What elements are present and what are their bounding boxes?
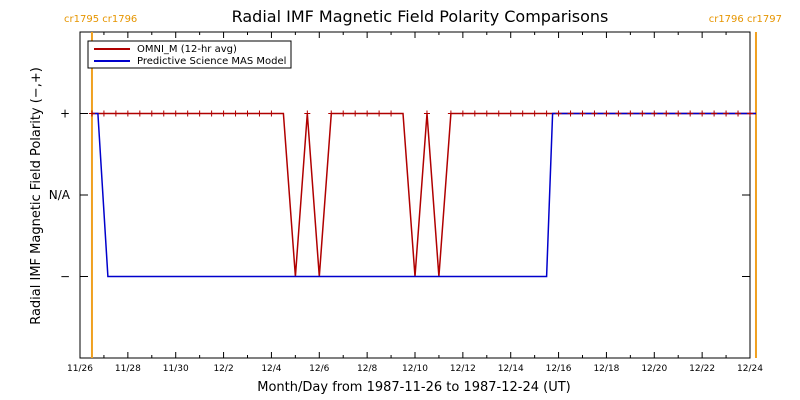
x-tick-label: 12/2 <box>213 364 233 374</box>
omni-data-point <box>340 110 347 117</box>
omni-data-point <box>471 110 478 117</box>
x-tick-label: 12/12 <box>450 364 476 374</box>
omni-data-point <box>388 110 395 117</box>
omni-data-point <box>423 110 430 117</box>
omni-data-point <box>160 110 167 117</box>
omni-data-point <box>687 110 694 117</box>
omni-data-point <box>555 110 562 117</box>
omni-data-point <box>735 110 742 117</box>
omni-data-point <box>747 110 753 117</box>
omni-data-point <box>699 110 706 117</box>
omni-data-point <box>136 110 143 117</box>
omni-data-point <box>567 110 574 117</box>
carrington-label: cr1795 cr1796 <box>64 14 137 25</box>
omni-data-point <box>352 110 359 117</box>
omni-data-point <box>507 110 514 117</box>
omni-data-point <box>364 110 371 117</box>
omni-data-point <box>663 110 670 117</box>
plot-frame <box>79 31 751 359</box>
x-tick-label: 12/24 <box>737 364 763 374</box>
omni-data-point <box>603 110 610 117</box>
y-axis-label: Radial IMF Magnetic Field Polarity (−,+) <box>29 67 44 325</box>
carrington-label: cr1796 cr1797 <box>709 14 782 25</box>
x-axis-label: Month/Day from 1987-11-26 to 1987-12-24 … <box>257 380 570 395</box>
omni-data-point <box>112 110 119 117</box>
omni-data-point <box>531 110 538 117</box>
omni-data-point <box>615 110 622 117</box>
omni-data-point <box>675 110 682 117</box>
legend-box <box>87 40 292 69</box>
omni-data-point <box>304 110 311 117</box>
omni-data-point <box>100 110 107 117</box>
omni-data-point <box>244 110 251 117</box>
x-tick-label: 12/14 <box>498 364 524 374</box>
x-tick-label: 12/8 <box>357 364 377 374</box>
omni-data-point <box>639 110 646 117</box>
x-tick-label: 12/4 <box>261 364 281 374</box>
x-tick-label: 11/30 <box>163 364 189 374</box>
omni-data-point <box>483 110 490 117</box>
omni-data-point <box>88 110 95 117</box>
omni-data-point <box>579 110 586 117</box>
legend: OMNI_M (12-hr avg) Predictive Science MA… <box>87 40 292 69</box>
legend-label-omni: OMNI_M (12-hr avg) <box>137 44 237 55</box>
omni-data-point <box>651 110 658 117</box>
x-tick-label: 12/10 <box>402 364 428 374</box>
y-tick-label: N/A <box>49 188 71 202</box>
omni-data-point <box>184 110 191 117</box>
x-tick-label: 12/22 <box>689 364 715 374</box>
omni-data-point <box>723 110 730 117</box>
x-tick-label: 11/26 <box>67 364 93 374</box>
omni-data-point <box>208 110 215 117</box>
x-tick-label: 12/18 <box>593 364 619 374</box>
omni-data-point <box>627 110 634 117</box>
x-tick-label: 11/28 <box>115 364 141 374</box>
omni-data-point <box>220 110 227 117</box>
omni-data-point <box>711 110 718 117</box>
omni-data-point <box>172 110 179 117</box>
omni-data-point <box>148 110 155 117</box>
omni-data-point <box>268 110 275 117</box>
y-tick-label: − <box>60 270 70 284</box>
chart-title: Radial IMF Magnetic Field Polarity Compa… <box>232 7 609 26</box>
omni-data-point <box>232 110 239 117</box>
omni-data-point <box>459 110 466 117</box>
omni-data-point <box>124 110 131 117</box>
x-tick-label: 12/6 <box>309 364 329 374</box>
omni-data-point <box>591 110 598 117</box>
omni-data-point <box>196 110 203 117</box>
y-tick-label: + <box>60 107 70 121</box>
legend-label-mas: Predictive Science MAS Model <box>137 56 286 67</box>
omni-series-line <box>92 112 756 277</box>
x-tick-label: 12/16 <box>546 364 572 374</box>
omni-data-point <box>447 110 454 117</box>
omni-data-point <box>256 110 263 117</box>
omni-data-point <box>519 110 526 117</box>
omni-data-point <box>328 110 335 117</box>
omni-data-point <box>495 110 502 117</box>
x-tick-label: 12/20 <box>641 364 667 374</box>
mas-model-series-line <box>92 112 756 278</box>
omni-data-point <box>543 110 550 117</box>
omni-data-point <box>376 110 383 117</box>
